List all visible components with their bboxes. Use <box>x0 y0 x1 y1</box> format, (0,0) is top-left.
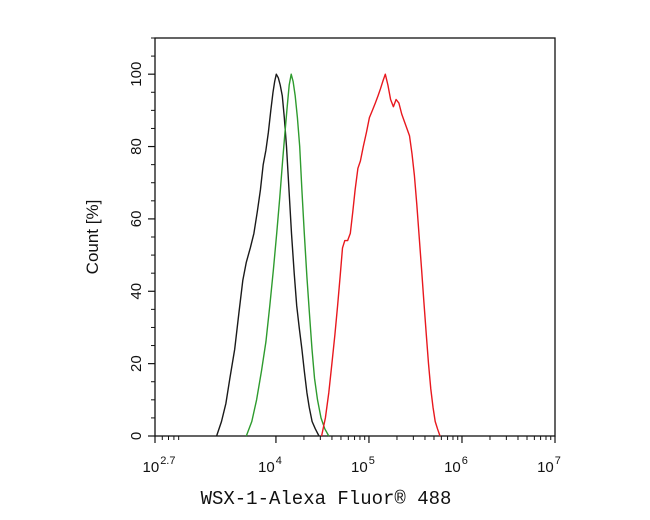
y-tick-label: 40 <box>128 283 145 300</box>
x-tick-label: 102.7 <box>143 455 176 476</box>
x-axis-label: WSX-1-Alexa Fluor® 488 <box>201 488 452 510</box>
histogram-series-3 <box>320 73 441 437</box>
series-layer <box>215 73 441 437</box>
histogram-series-1 <box>215 73 320 437</box>
x-tick-label: 106 <box>444 455 468 476</box>
histogram-series-2 <box>245 73 330 437</box>
y-tick-label: 80 <box>128 138 145 155</box>
y-tick-label: 60 <box>128 211 145 228</box>
y-tick-label: 0 <box>128 432 145 440</box>
x-tick-label: 107 <box>537 455 561 476</box>
y-axis-ticks: 0 20 40 60 80 100 <box>128 37 155 440</box>
x-tick-label: 105 <box>351 455 375 476</box>
x-tick-label: 104 <box>258 455 282 476</box>
plot-axes <box>154 37 556 437</box>
y-tick-label: 20 <box>128 355 145 372</box>
y-axis-label: Count [%] <box>83 200 102 275</box>
y-tick-label: 100 <box>128 62 145 87</box>
x-axis-ticks: 102.7 104 105 106 107 <box>143 436 561 476</box>
plot-frame <box>154 37 556 437</box>
